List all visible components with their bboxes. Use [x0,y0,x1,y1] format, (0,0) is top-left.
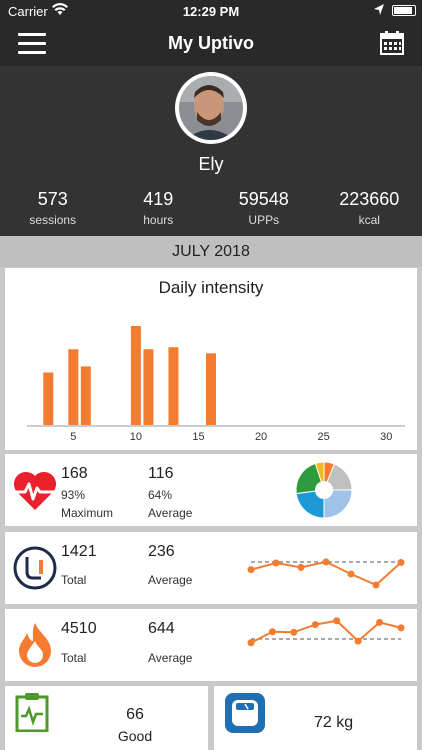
intensity-bar [80,366,91,425]
profile-header: Ely 573 sessions 419 hours 59548 UPPs 22… [0,66,422,236]
flame-icon [19,623,51,667]
upp-card[interactable]: 1421 Total 236 Average [5,532,417,604]
sparkline-point [268,628,276,636]
intensity-bar [68,349,79,425]
intensity-chart: 5 10 15 20 25 30 [27,326,405,443]
stat-label: sessions [29,213,77,227]
avatar[interactable] [175,72,247,144]
wifi-icon [52,3,68,15]
kcal-sparkline [247,617,405,647]
x-tick-label: 5 [70,431,76,443]
checklist-label: Good [117,728,153,744]
stat-value: 59548 [238,189,289,209]
x-tick-label: 20 [255,431,267,443]
sparkline-point [272,559,280,567]
avatar-photo [179,76,243,140]
hamburger-menu-icon[interactable] [18,33,46,55]
heart-zone-donut [295,461,353,519]
sparkline-point [376,618,384,626]
sparkline-point [290,628,298,636]
checklist-card[interactable]: 66 Good [5,686,208,750]
stat-value: 223660 [339,189,400,209]
heart-max-value: 168 [61,465,88,482]
scale-icon [225,693,265,733]
location-arrow-icon [374,4,384,15]
upp-total-value: 1421 [61,543,97,560]
heart-avg-label: Average [148,506,193,520]
stat-hours: 419 hours [106,189,212,227]
stat-label: UPPs [248,213,280,227]
status-bar: Carrier 12:29 PM [0,0,422,22]
heart-max-pct: 93% [61,488,86,502]
sparkline-point [247,639,255,647]
kcal-total-label: Total [61,651,87,665]
sparkline-point [322,558,330,566]
intensity-bar [43,372,54,425]
stat-value: 419 [143,189,174,209]
stat-value: 573 [37,189,68,209]
x-tick-label: 15 [192,431,204,443]
intensity-bar [206,353,216,425]
stat-sessions: 573 sessions [0,189,106,227]
heart-rate-icon [13,471,57,510]
sparkline-point [311,621,319,629]
navbar: My Uptivo [0,22,422,66]
kcal-total-value: 4510 [61,620,97,637]
zone-slice [323,489,353,519]
zone-slice [295,489,325,519]
weight-value: 72 kg [314,714,354,731]
heart-rate-card[interactable]: 168 93% Maximum 116 64% Average [5,454,417,526]
sparkline-path [250,619,402,644]
upp-total-label: Total [61,573,87,587]
intensity-bar [168,347,179,425]
uptivo-logo-icon [13,546,57,590]
donut-hole [315,481,333,499]
calendar-icon[interactable] [380,31,404,55]
heart-avg-value: 116 [148,465,174,482]
checklist-value: 66 [126,706,144,723]
sparkline-point [247,566,255,574]
sparkline-point [347,570,355,578]
user-name: Ely [198,154,224,174]
kcal-card[interactable]: 4510 Total 644 Average [5,609,417,681]
kcal-avg-value: 644 [148,620,175,637]
sparkline-point [333,617,341,625]
x-tick-label: 10 [130,431,142,443]
battery-icon [392,5,416,16]
stat-upps: 59548 UPPs [211,189,317,227]
heart-max-label: Maximum [61,506,114,520]
sparkline-point [397,624,405,632]
intensity-bar [143,349,154,425]
x-tick-label: 30 [380,431,392,443]
chart-title: Daily intensity [158,278,264,297]
stat-label: hours [143,213,174,227]
upp-sparkline [247,558,405,589]
upp-avg-value: 236 [148,543,175,560]
daily-intensity-card[interactable]: Daily intensity 5 10 15 20 25 30 [5,268,417,450]
sparkline-point [354,637,362,645]
weight-card[interactable]: 72 kg [214,686,417,750]
upp-avg-label: Average [148,573,193,587]
profile-stats: 573 sessions 419 hours 59548 UPPs 223660… [0,189,422,227]
sparkline-point [297,563,305,571]
heart-avg-pct: 64% [148,488,173,502]
intensity-bar [130,326,141,425]
clock: 12:29 PM [182,4,240,19]
page-title: My Uptivo [167,33,254,53]
kcal-avg-label: Average [148,651,193,665]
month-header[interactable]: JULY 2018 [0,236,422,267]
carrier-label: Carrier [8,4,48,19]
sparkline-point [397,558,405,566]
stat-label: kcal [358,213,380,227]
clipboard-icon [15,693,49,732]
x-tick-label: 25 [318,431,330,443]
stat-kcal: 223660 kcal [317,189,422,227]
sparkline-point [372,581,380,589]
